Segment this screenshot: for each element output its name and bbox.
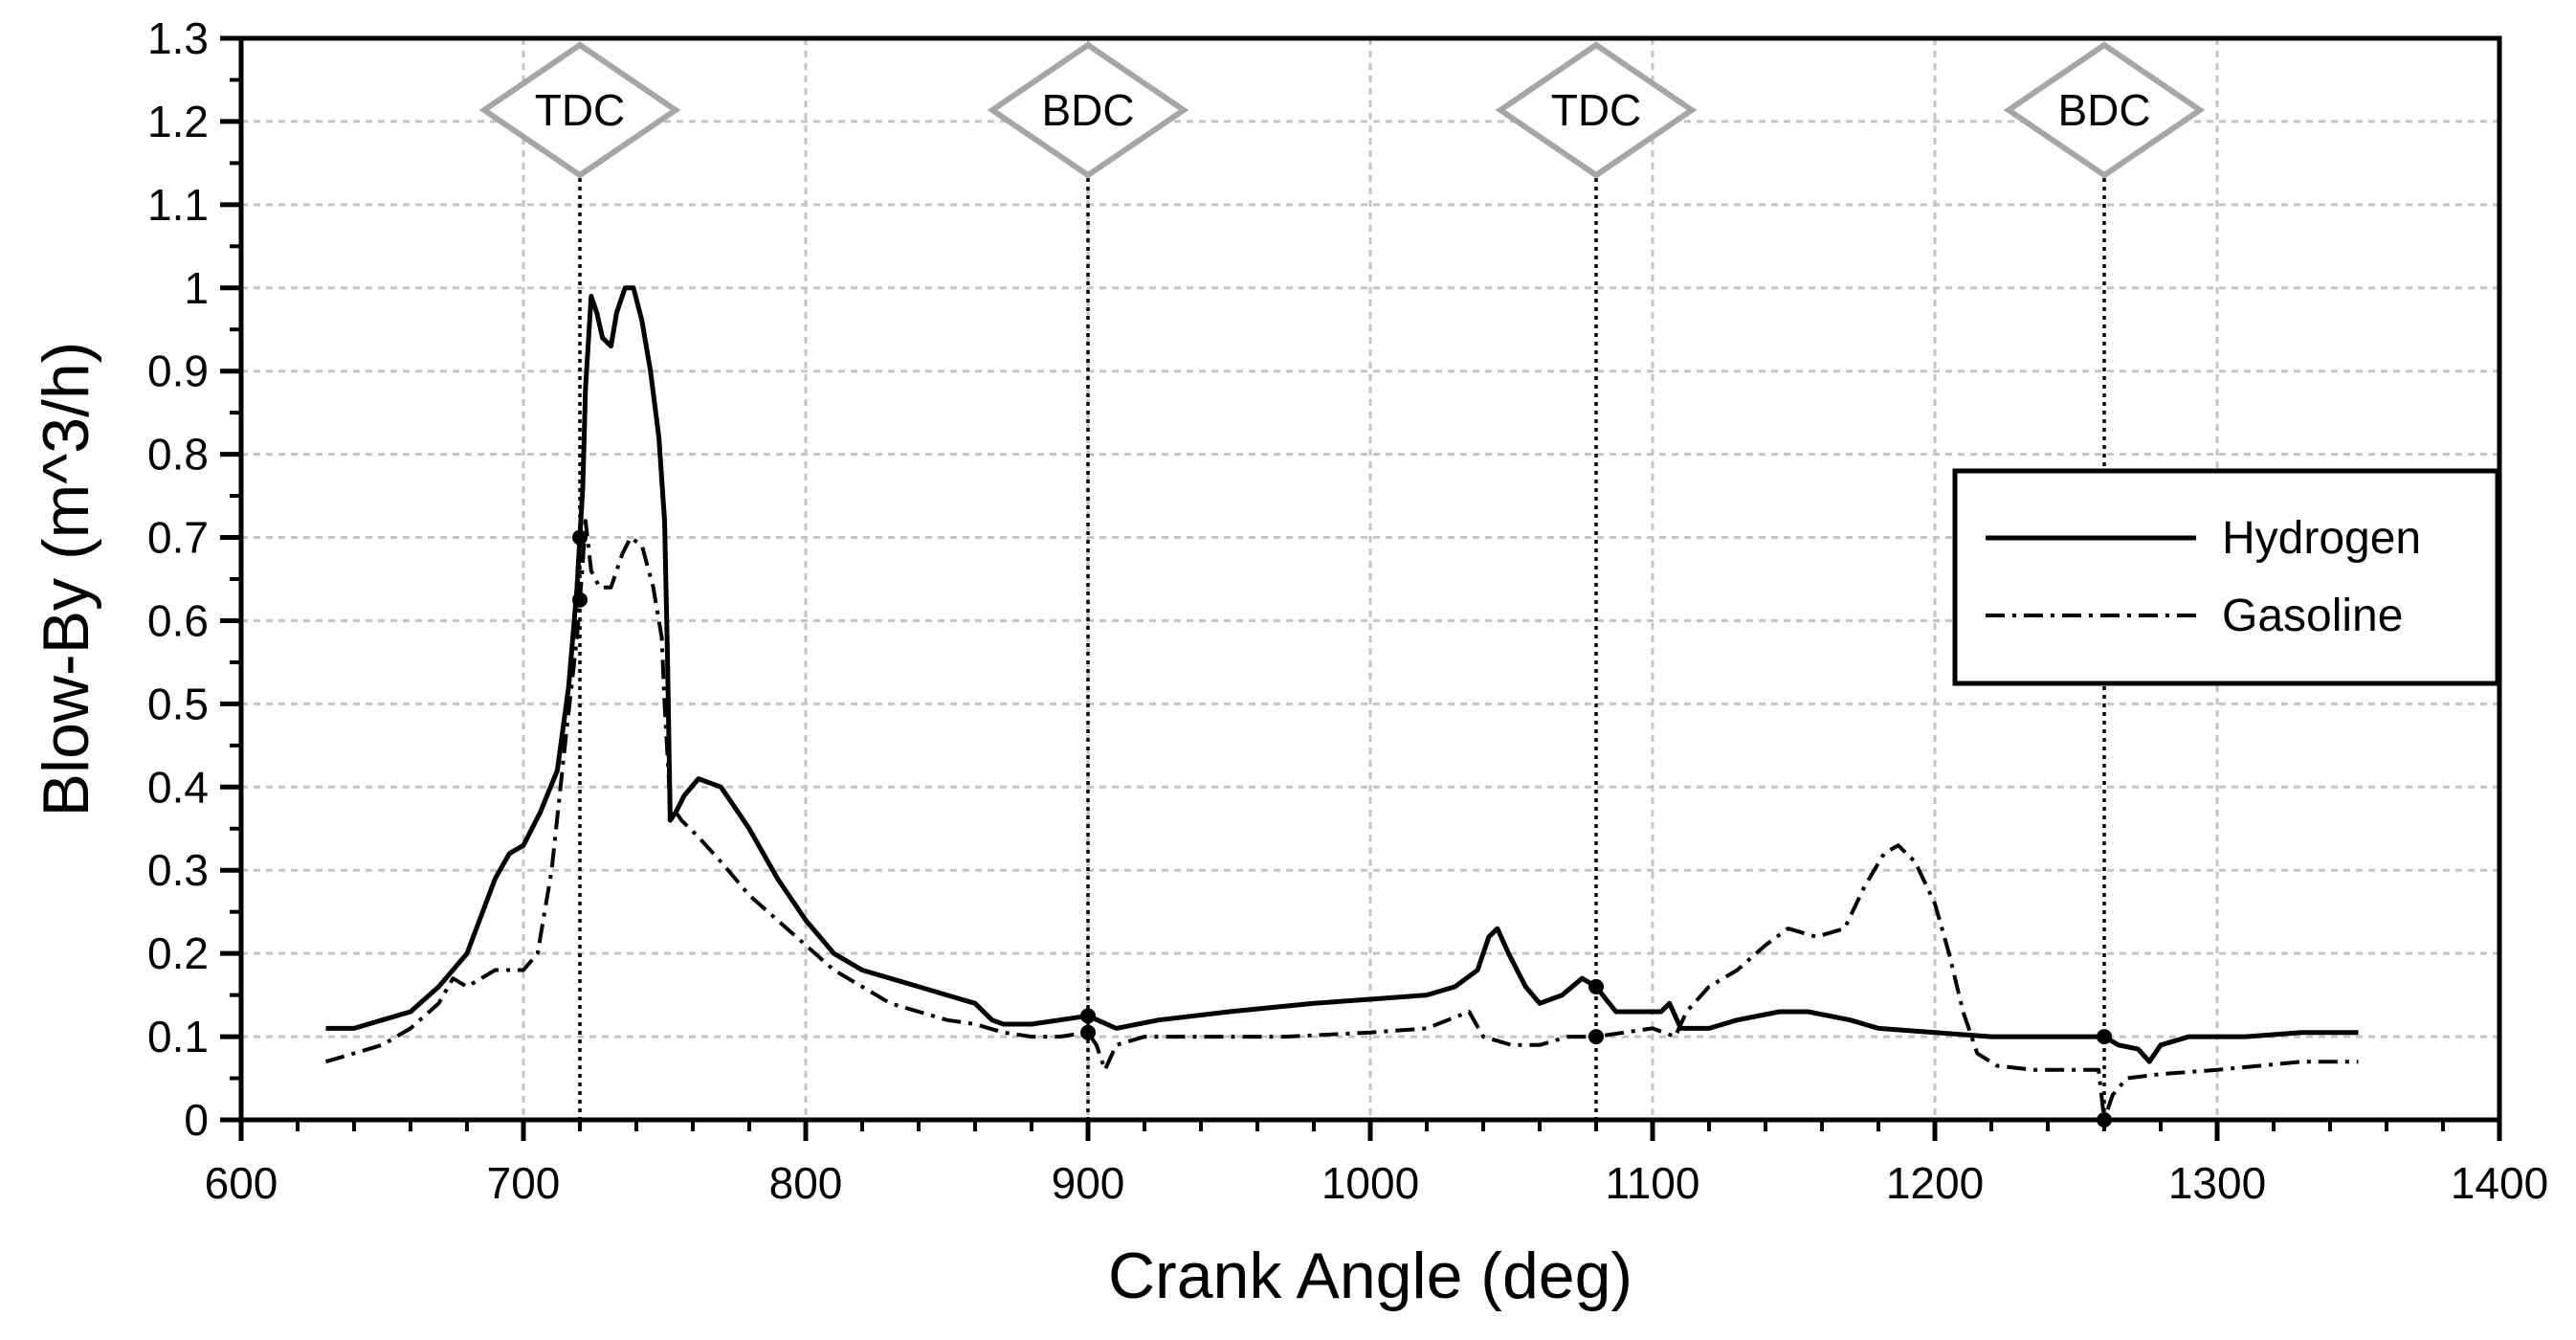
y-tick-label: 1.3 bbox=[147, 13, 209, 63]
axes: 600 700 800 900 1000 1100 1200 1300 1400 0 0.1 0.2 0… bbox=[147, 13, 2548, 1208]
series-point-hydrogen bbox=[1080, 1008, 1096, 1024]
x-axis-title: Crank Angle (deg) bbox=[1108, 1240, 1632, 1312]
x-tick-label: 1100 bbox=[1606, 1158, 1700, 1208]
legend-label-gasoline: Gasoline bbox=[2222, 591, 2403, 641]
series-point-gasoline bbox=[1080, 1024, 1096, 1040]
y-tick-label: 0.5 bbox=[147, 679, 209, 728]
y-axis-title: Blow-By (m^3/h) bbox=[30, 342, 102, 817]
series-point-gasoline bbox=[572, 592, 588, 608]
stroke-marker-label: TDC bbox=[1551, 85, 1642, 135]
series-point-hydrogen bbox=[2097, 1029, 2112, 1045]
stroke-marker-diamond bbox=[1495, 41, 1698, 179]
stroke-marker-diamond bbox=[478, 41, 681, 179]
y-tick-label: 1 bbox=[184, 263, 209, 313]
legend: Hydrogen Gasoline bbox=[1952, 468, 2500, 686]
y-tick-label: 0.9 bbox=[147, 346, 209, 396]
x-tick-label: 1000 bbox=[1321, 1158, 1419, 1208]
y-tick-label: 0.1 bbox=[147, 1012, 209, 1061]
y-tick-label: 0.6 bbox=[147, 595, 209, 645]
stroke-marker-label: BDC bbox=[2057, 85, 2150, 135]
series-line-hydrogen bbox=[325, 285, 2359, 1064]
stroke-marker-diamond bbox=[2003, 41, 2206, 179]
y-tick-label: 0.3 bbox=[147, 845, 209, 895]
x-tick-label: 1200 bbox=[1886, 1158, 1984, 1208]
series-point-hydrogen bbox=[1588, 978, 1604, 994]
y-tick-label: 0 bbox=[184, 1095, 209, 1145]
x-tick-label: 900 bbox=[1052, 1158, 1125, 1208]
legend-box bbox=[1952, 468, 2500, 686]
stroke-markers: TDC BDC TDC BDC bbox=[478, 41, 2206, 1120]
series-point-gasoline bbox=[1588, 1029, 1604, 1045]
x-tick-label: 1300 bbox=[2168, 1158, 2266, 1208]
y-tick-label: 0.7 bbox=[147, 513, 209, 563]
y-tick-label: 1.1 bbox=[147, 180, 209, 230]
x-tick-label: 600 bbox=[205, 1158, 278, 1208]
x-tick-label: 700 bbox=[487, 1158, 561, 1208]
x-tick-label: 1400 bbox=[2451, 1158, 2548, 1208]
stroke-marker-diamond bbox=[987, 41, 1189, 179]
series-lines bbox=[324, 285, 2359, 1128]
legend-label-hydrogen: Hydrogen bbox=[2222, 513, 2421, 564]
grid bbox=[241, 38, 2499, 1120]
x-tick-label: 800 bbox=[769, 1158, 843, 1208]
y-tick-label: 1.2 bbox=[147, 97, 209, 146]
stroke-marker-label: TDC bbox=[535, 85, 626, 135]
stroke-marker-label: BDC bbox=[1041, 85, 1134, 135]
y-tick-label: 0.4 bbox=[147, 762, 209, 812]
y-tick-label: 0.8 bbox=[147, 430, 209, 480]
y-tick-label: 0.2 bbox=[147, 928, 209, 978]
